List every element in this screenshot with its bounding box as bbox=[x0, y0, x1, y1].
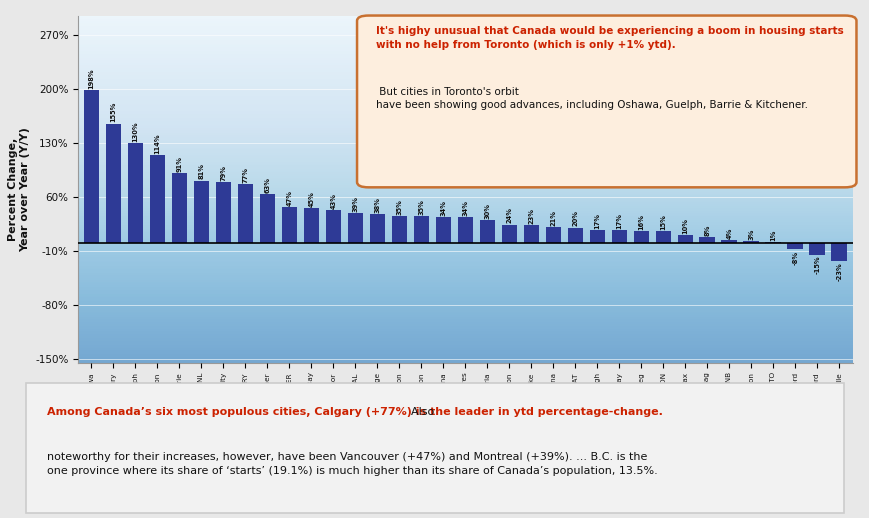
Text: 21%: 21% bbox=[550, 210, 556, 226]
Bar bbox=[105, 123, 122, 243]
Text: 63%: 63% bbox=[264, 177, 270, 193]
Text: 39%: 39% bbox=[352, 196, 358, 212]
FancyBboxPatch shape bbox=[356, 16, 855, 188]
Bar bbox=[149, 155, 165, 243]
Text: 114%: 114% bbox=[155, 133, 160, 154]
Bar bbox=[171, 173, 187, 243]
Bar bbox=[720, 240, 737, 243]
Bar bbox=[369, 214, 385, 243]
Bar bbox=[193, 181, 209, 243]
Y-axis label: Percent Change,
Year over Year (Y/Y): Percent Change, Year over Year (Y/Y) bbox=[8, 126, 30, 252]
Bar bbox=[303, 208, 319, 243]
Text: noteworthy for their increases, however, have been Vancouver (+47%) and Montreal: noteworthy for their increases, however,… bbox=[46, 452, 657, 476]
Text: 16%: 16% bbox=[638, 213, 644, 229]
Text: 130%: 130% bbox=[132, 121, 138, 141]
X-axis label: Census Metropolitan Areas (CMAs): Census Metropolitan Areas (CMAs) bbox=[343, 429, 587, 442]
Text: 35%: 35% bbox=[396, 199, 402, 215]
Text: -23%: -23% bbox=[835, 262, 841, 281]
Text: 43%: 43% bbox=[330, 193, 336, 209]
Bar bbox=[457, 217, 473, 243]
Bar bbox=[677, 235, 693, 243]
Bar bbox=[611, 230, 627, 243]
Bar bbox=[831, 243, 846, 261]
Text: 198%: 198% bbox=[89, 68, 95, 89]
Bar bbox=[633, 231, 648, 243]
Text: 15%: 15% bbox=[660, 214, 666, 231]
Text: Also: Also bbox=[46, 407, 434, 416]
Bar bbox=[786, 243, 802, 249]
Bar bbox=[391, 216, 407, 243]
Text: 8%: 8% bbox=[704, 224, 710, 236]
Text: 10%: 10% bbox=[681, 218, 687, 234]
Text: 35%: 35% bbox=[418, 199, 424, 215]
Text: 23%: 23% bbox=[527, 208, 534, 224]
Bar bbox=[523, 225, 539, 243]
Bar bbox=[237, 184, 253, 243]
Text: Among Canada’s six most populous cities, Calgary (+77%) is the leader in ytd per: Among Canada’s six most populous cities,… bbox=[46, 407, 661, 416]
Text: 79%: 79% bbox=[220, 165, 226, 181]
Text: 34%: 34% bbox=[440, 199, 446, 215]
Text: 38%: 38% bbox=[374, 197, 380, 212]
Bar bbox=[282, 207, 297, 243]
Bar bbox=[347, 213, 363, 243]
Bar bbox=[567, 227, 583, 243]
Text: 17%: 17% bbox=[616, 213, 621, 229]
Bar bbox=[413, 216, 429, 243]
Bar bbox=[83, 90, 99, 243]
Bar bbox=[216, 182, 231, 243]
Bar bbox=[743, 241, 759, 243]
FancyBboxPatch shape bbox=[26, 383, 843, 513]
Bar bbox=[589, 230, 605, 243]
Text: 45%: 45% bbox=[308, 191, 314, 207]
Text: 4%: 4% bbox=[726, 227, 732, 239]
Text: It's highy unusual that Canada would be experiencing a boom in housing starts
wi: It's highy unusual that Canada would be … bbox=[376, 26, 843, 50]
Bar bbox=[545, 227, 561, 243]
Bar bbox=[435, 217, 451, 243]
Text: 1%: 1% bbox=[770, 230, 775, 241]
Text: 155%: 155% bbox=[110, 102, 116, 122]
Bar bbox=[654, 232, 671, 243]
Bar bbox=[128, 143, 143, 243]
Bar bbox=[479, 220, 494, 243]
Text: 24%: 24% bbox=[506, 207, 512, 223]
Text: 34%: 34% bbox=[462, 199, 468, 215]
Bar bbox=[808, 243, 825, 255]
Bar bbox=[501, 224, 517, 243]
Text: 77%: 77% bbox=[242, 166, 249, 182]
Text: But cities in Toronto's orbit
have been showing good advances, including Oshawa,: But cities in Toronto's orbit have been … bbox=[376, 87, 807, 110]
Text: 30%: 30% bbox=[484, 203, 490, 219]
Bar bbox=[325, 210, 341, 243]
Text: 81%: 81% bbox=[198, 164, 204, 179]
Text: 47%: 47% bbox=[286, 190, 292, 206]
Bar bbox=[765, 242, 780, 243]
Text: 20%: 20% bbox=[572, 210, 578, 226]
Text: 3%: 3% bbox=[747, 228, 753, 240]
Text: -8%: -8% bbox=[792, 250, 798, 265]
Bar bbox=[699, 237, 714, 243]
Text: 91%: 91% bbox=[176, 156, 182, 171]
Text: -15%: -15% bbox=[813, 256, 819, 275]
Bar bbox=[259, 194, 275, 243]
Text: 17%: 17% bbox=[594, 213, 600, 229]
